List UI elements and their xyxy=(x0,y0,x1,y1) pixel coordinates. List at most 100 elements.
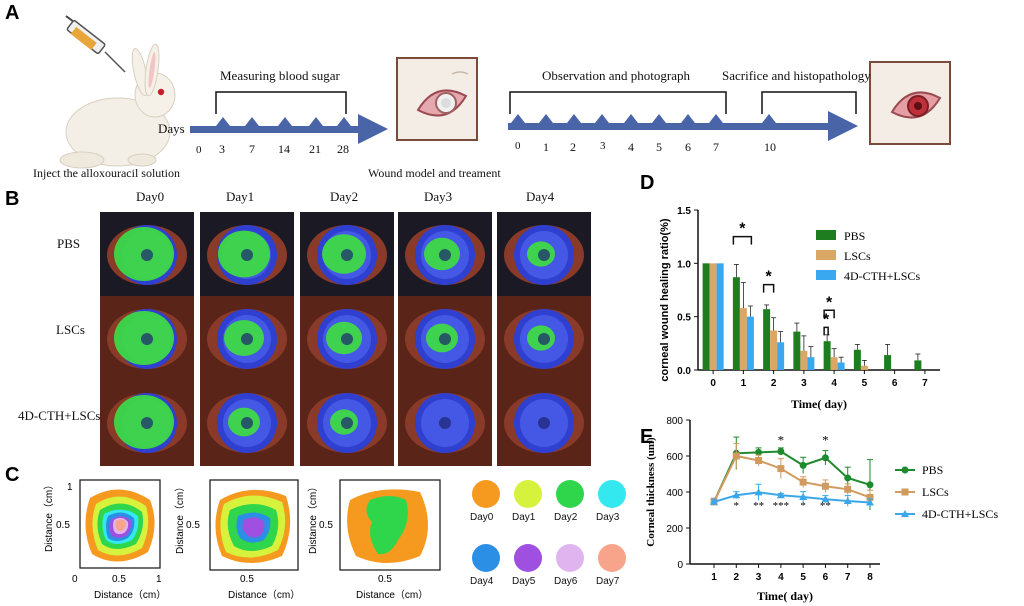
obs-tick-4: 4 xyxy=(628,140,634,154)
bar xyxy=(914,360,922,370)
bar xyxy=(830,357,838,370)
y-tick-label: 0 xyxy=(677,560,683,571)
data-point xyxy=(844,485,852,493)
c-xlabel-3: Distance（cm） xyxy=(356,589,428,601)
series-line xyxy=(713,450,871,503)
eye-photo xyxy=(200,296,294,382)
eye-photo-drawing xyxy=(200,380,294,466)
wound-eye-icon xyxy=(396,57,478,141)
x-tick-label: 0 xyxy=(710,378,716,389)
data-point xyxy=(821,495,830,503)
legend-label: LSCs xyxy=(922,485,949,499)
y-tick-label: 400 xyxy=(666,488,683,499)
eye-photo-drawing xyxy=(497,212,591,298)
eye-pupil xyxy=(241,417,253,429)
syringe-icon xyxy=(65,15,126,73)
y-tick-label: 200 xyxy=(666,524,683,535)
y-tick-label: 0.5 xyxy=(677,313,691,324)
eye-photo xyxy=(300,212,394,298)
blood-sugar-bracket xyxy=(215,91,347,114)
data-point xyxy=(799,461,807,469)
eye-photo-drawing xyxy=(200,212,294,298)
eye-pupil xyxy=(241,249,253,261)
c-ytick-05: 0.5 xyxy=(56,520,70,531)
legend-swatch xyxy=(556,544,584,572)
x-tick-label: 5 xyxy=(862,378,868,389)
eye-photo xyxy=(100,296,194,382)
eye-photo xyxy=(497,380,591,466)
x-tick-label: 2 xyxy=(771,378,777,389)
bar xyxy=(739,308,747,370)
legend-swatch xyxy=(598,480,626,508)
legend-label: Day4 xyxy=(470,576,494,587)
legend-marker xyxy=(901,488,909,496)
legend-swatch xyxy=(816,250,836,260)
eye-pupil xyxy=(341,333,353,345)
data-point xyxy=(755,457,763,464)
data-point xyxy=(799,478,807,486)
legend-label: 4D-CTH+LSCs xyxy=(922,507,998,521)
legend-label: Day7 xyxy=(596,576,620,587)
data-point xyxy=(821,482,829,490)
panel-e-label: E xyxy=(640,426,654,448)
legend-label: Day5 xyxy=(512,576,536,587)
c-ylabel-3: Distance（cm） xyxy=(307,482,319,554)
bar xyxy=(770,330,778,370)
eye-pupil xyxy=(439,417,451,429)
c-ytick-05-c: 0.5 xyxy=(319,520,333,531)
row-lscs: LSCs xyxy=(56,322,85,337)
eye-photo-drawing xyxy=(100,296,194,382)
bar xyxy=(884,355,892,370)
legend-label: Day3 xyxy=(596,512,620,523)
eye-photo xyxy=(497,296,591,382)
legend-swatch xyxy=(514,544,542,572)
series-line xyxy=(713,491,871,504)
eye-photo-drawing xyxy=(300,380,394,466)
eye-photo-drawing xyxy=(100,212,194,298)
c-ylabel-1: Distance（cm） xyxy=(43,480,55,552)
eye-pupil xyxy=(439,333,451,345)
eye-pupil xyxy=(141,249,153,261)
obs-tick-7: 7 xyxy=(713,140,719,154)
c-ytick-05-b: 0.5 xyxy=(186,520,200,531)
x-tick-label: 4 xyxy=(831,378,837,389)
obs-tick-10: 10 xyxy=(764,140,776,154)
bar xyxy=(709,263,717,370)
contour-map-lscs xyxy=(209,479,299,571)
bar xyxy=(746,316,754,370)
eye-pupil xyxy=(141,417,153,429)
significance-star: * xyxy=(734,500,740,512)
c-tick-0: 0 xyxy=(72,574,78,585)
c-ylabel-2: Distance（cm） xyxy=(174,482,186,554)
eye-photo xyxy=(100,380,194,466)
significance-star: * xyxy=(766,269,773,286)
eye-photo xyxy=(200,380,294,466)
data-point xyxy=(866,481,874,489)
sacrifice-bracket xyxy=(761,91,857,114)
y-tick-label: 800 xyxy=(666,416,683,427)
data-point xyxy=(777,448,785,455)
bar xyxy=(702,263,710,370)
data-point xyxy=(755,448,763,456)
inject-label: Inject the alloxouracil solution xyxy=(33,166,180,180)
significance-bracket xyxy=(823,309,835,319)
eye-photo-drawing xyxy=(100,380,194,466)
col-day2: Day2 xyxy=(330,189,359,204)
legend-swatch xyxy=(556,480,584,508)
significance-star: ** xyxy=(820,500,831,512)
x-tick-label: 7 xyxy=(845,572,851,583)
eye-photo-drawing xyxy=(300,212,394,298)
obs-tick-6: 6 xyxy=(685,140,691,154)
x-tick-label: 8 xyxy=(867,572,873,583)
legend-swatch xyxy=(514,480,542,508)
legend-label: PBS xyxy=(922,463,943,477)
data-point xyxy=(799,493,808,501)
eye-photo xyxy=(398,380,492,466)
bar xyxy=(732,277,740,370)
bar xyxy=(807,357,815,370)
day-tick-28: 28 xyxy=(337,142,349,156)
y-tick-label: 1.0 xyxy=(677,259,691,270)
legend-label: Day6 xyxy=(554,576,578,587)
eye-pupil xyxy=(538,417,550,429)
data-point xyxy=(843,497,852,504)
